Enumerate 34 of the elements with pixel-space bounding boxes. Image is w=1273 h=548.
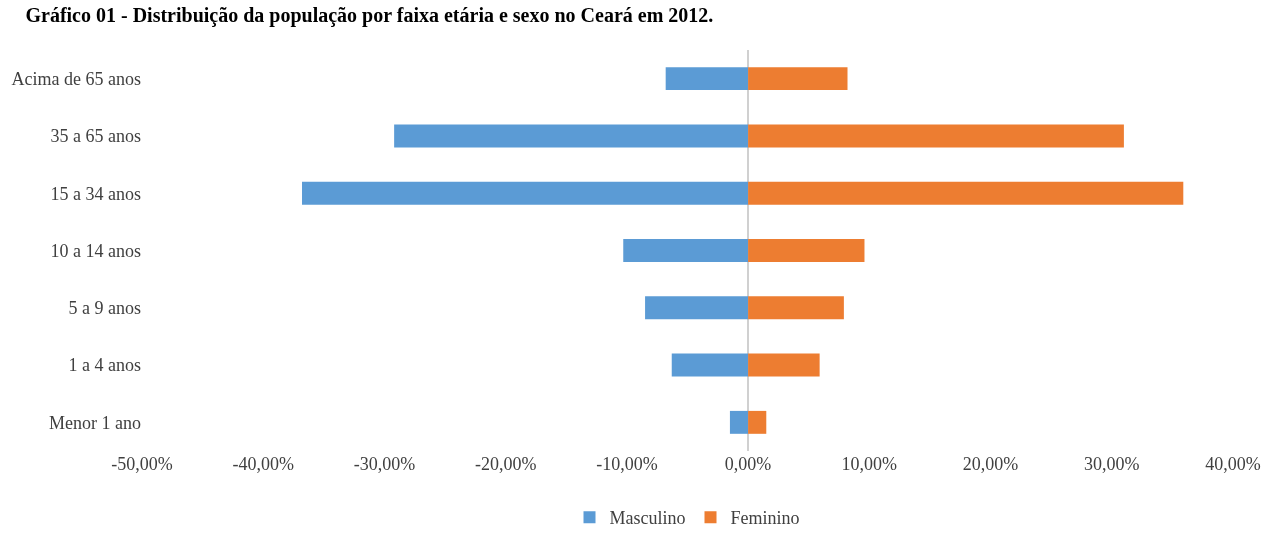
x-tick-label: 30,00% bbox=[1084, 454, 1140, 474]
bar bbox=[665, 67, 749, 91]
legend-label: Masculino bbox=[609, 508, 686, 529]
bar bbox=[394, 124, 749, 148]
y-tick-label: 10 a 14 anos bbox=[50, 240, 141, 261]
bar bbox=[748, 353, 820, 377]
x-tick-label: 0,00% bbox=[724, 454, 772, 474]
x-tick-label: -50,00% bbox=[111, 454, 173, 474]
x-tick-label: 20,00% bbox=[962, 454, 1019, 474]
x-tick-label: -40,00% bbox=[232, 454, 294, 474]
bar bbox=[748, 410, 767, 434]
x-tick-label: -20,00% bbox=[474, 454, 537, 474]
bar bbox=[623, 239, 749, 262]
y-tick-label: 35 a 65 anos bbox=[50, 126, 141, 147]
y-tick-label: Acima de 65 anos bbox=[11, 68, 141, 89]
y-tick-label: 5 a 9 anos bbox=[68, 298, 141, 319]
x-tick-label: 40,00% bbox=[1205, 454, 1261, 474]
y-tick-label: 15 a 34 anos bbox=[50, 183, 141, 204]
bar bbox=[748, 181, 1184, 205]
bar bbox=[729, 410, 749, 434]
bar bbox=[748, 67, 848, 91]
bar bbox=[302, 181, 749, 205]
x-tick-label: -30,00% bbox=[353, 454, 416, 474]
y-tick-label: Menor 1 ano bbox=[49, 412, 141, 433]
x-tick-label: 10,00% bbox=[841, 454, 898, 474]
y-tick-label: 1 a 4 anos bbox=[68, 355, 141, 376]
bar bbox=[671, 353, 749, 377]
legend-label: Feminino bbox=[730, 508, 800, 529]
bar bbox=[748, 239, 865, 262]
x-tick-label: -10,00% bbox=[596, 454, 658, 474]
chart-title: Gráfico 01 - Distribuição da população por faixa etária e sexo no Ceará em 2012. bbox=[25, 4, 714, 28]
bar bbox=[748, 124, 1124, 148]
bar bbox=[748, 296, 844, 320]
bar bbox=[645, 296, 749, 320]
